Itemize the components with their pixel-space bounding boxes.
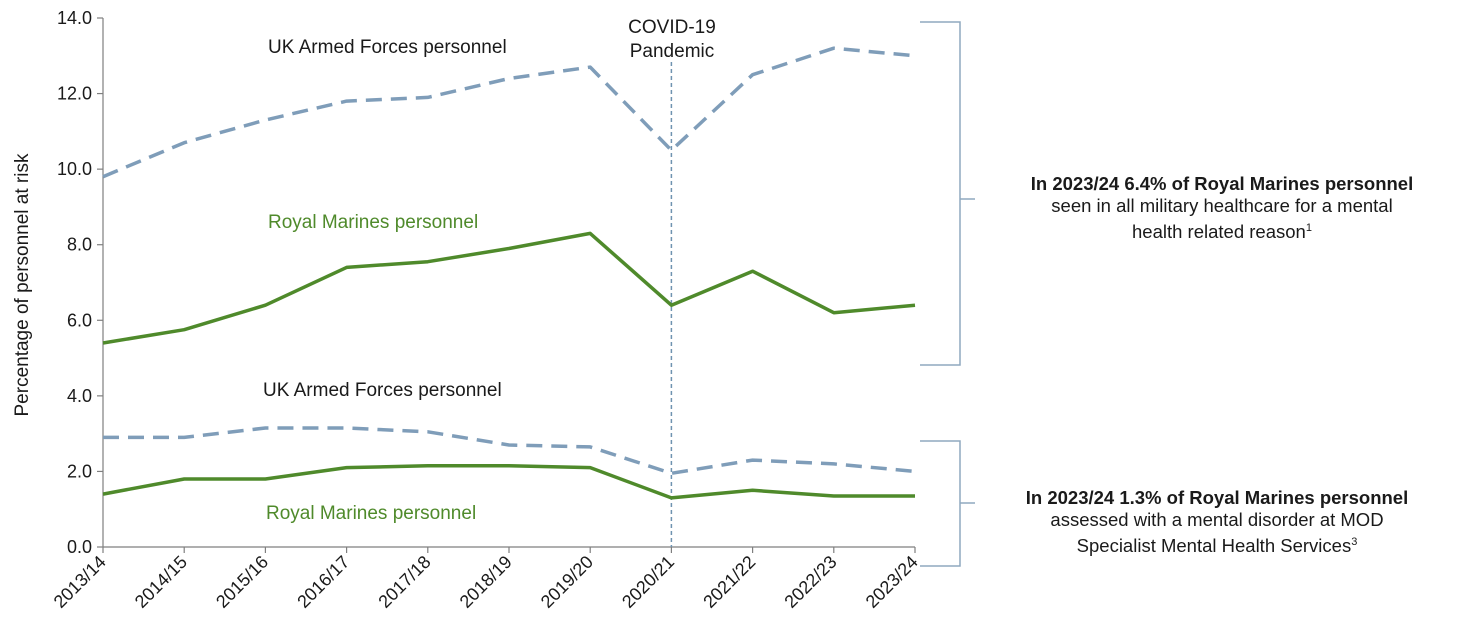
annotation-all-healthcare-line3: health related reason <box>1132 221 1306 243</box>
annotation-all-healthcare-footnote: 1 <box>1305 222 1312 234</box>
y-tick-label: 12.0 <box>57 84 92 104</box>
y-tick-label: 4.0 <box>67 386 92 406</box>
series-label-rm-specialist: Royal Marines personnel <box>266 503 476 524</box>
x-tick-label: 2014/15 <box>131 552 191 612</box>
x-axis-ticks: 2013/14 2014/15 2015/16 2016/17 2017/18 2018/… <box>50 547 922 612</box>
covid-label-line1: COVID-19 <box>628 17 716 38</box>
y-tick-label: 8.0 <box>67 235 92 255</box>
x-tick-label: 2020/21 <box>618 552 678 612</box>
series-label-uk-all: UK Armed Forces personnel <box>268 37 507 58</box>
x-tick-label: 2016/17 <box>293 552 353 612</box>
x-tick-label: 2015/16 <box>212 552 272 612</box>
y-tick-label: 2.0 <box>67 461 92 481</box>
annotation-specialist-footnote: 3 <box>1351 536 1358 548</box>
series-line-all_healthcare-uk <box>102 46 916 179</box>
series-line-specialist-rm <box>102 464 915 500</box>
annotation-specialist-line2: assessed with a mental disorder at MOD <box>1050 509 1384 530</box>
series-line-all_healthcare-rm <box>102 231 916 345</box>
covid-label-line2: Pandemic <box>630 41 715 62</box>
series-line-specialist-uk <box>103 426 916 476</box>
y-axis-ticks: 0.0 2.0 4.0 6.0 8.0 10.0 12.0 14.0 <box>57 8 103 557</box>
y-axis-label: Percentage of personnel at risk <box>12 153 33 416</box>
series-lines <box>102 46 916 500</box>
annotation-all-healthcare: In 2023/24 6.4% of Royal Marines personn… <box>987 173 1457 243</box>
y-tick-label: 14.0 <box>57 8 92 28</box>
series-label-uk-specialist: UK Armed Forces personnel <box>263 380 502 401</box>
x-tick-label: 2017/18 <box>374 552 434 612</box>
y-tick-label: 10.0 <box>57 159 92 179</box>
x-tick-label: 2019/20 <box>537 552 597 612</box>
annotation-all-healthcare-bold: In 2023/24 6.4% of Royal Marines personn… <box>1030 173 1414 194</box>
x-tick-label: 2013/14 <box>50 552 110 612</box>
x-tick-label: 2023/24 <box>862 552 922 612</box>
bracket-bottom <box>920 440 975 567</box>
y-tick-label: 0.0 <box>67 537 92 557</box>
annotation-specialist-bold: In 2023/24 1.3% of Royal Marines personn… <box>1025 487 1409 508</box>
series-label-rm-all: Royal Marines personnel <box>268 212 478 233</box>
y-tick-label: 6.0 <box>67 310 92 330</box>
annotation-specialist-line3: Specialist Mental Health Services <box>1076 535 1352 557</box>
annotation-specialist: In 2023/24 1.3% of Royal Marines personn… <box>982 487 1452 557</box>
x-tick-label: 2018/19 <box>456 552 516 612</box>
x-tick-label: 2021/22 <box>699 552 759 612</box>
bracket-top <box>920 21 975 366</box>
x-tick-label: 2022/23 <box>780 552 840 612</box>
annotation-all-healthcare-line2: seen in all military healthcare for a me… <box>1051 195 1393 216</box>
